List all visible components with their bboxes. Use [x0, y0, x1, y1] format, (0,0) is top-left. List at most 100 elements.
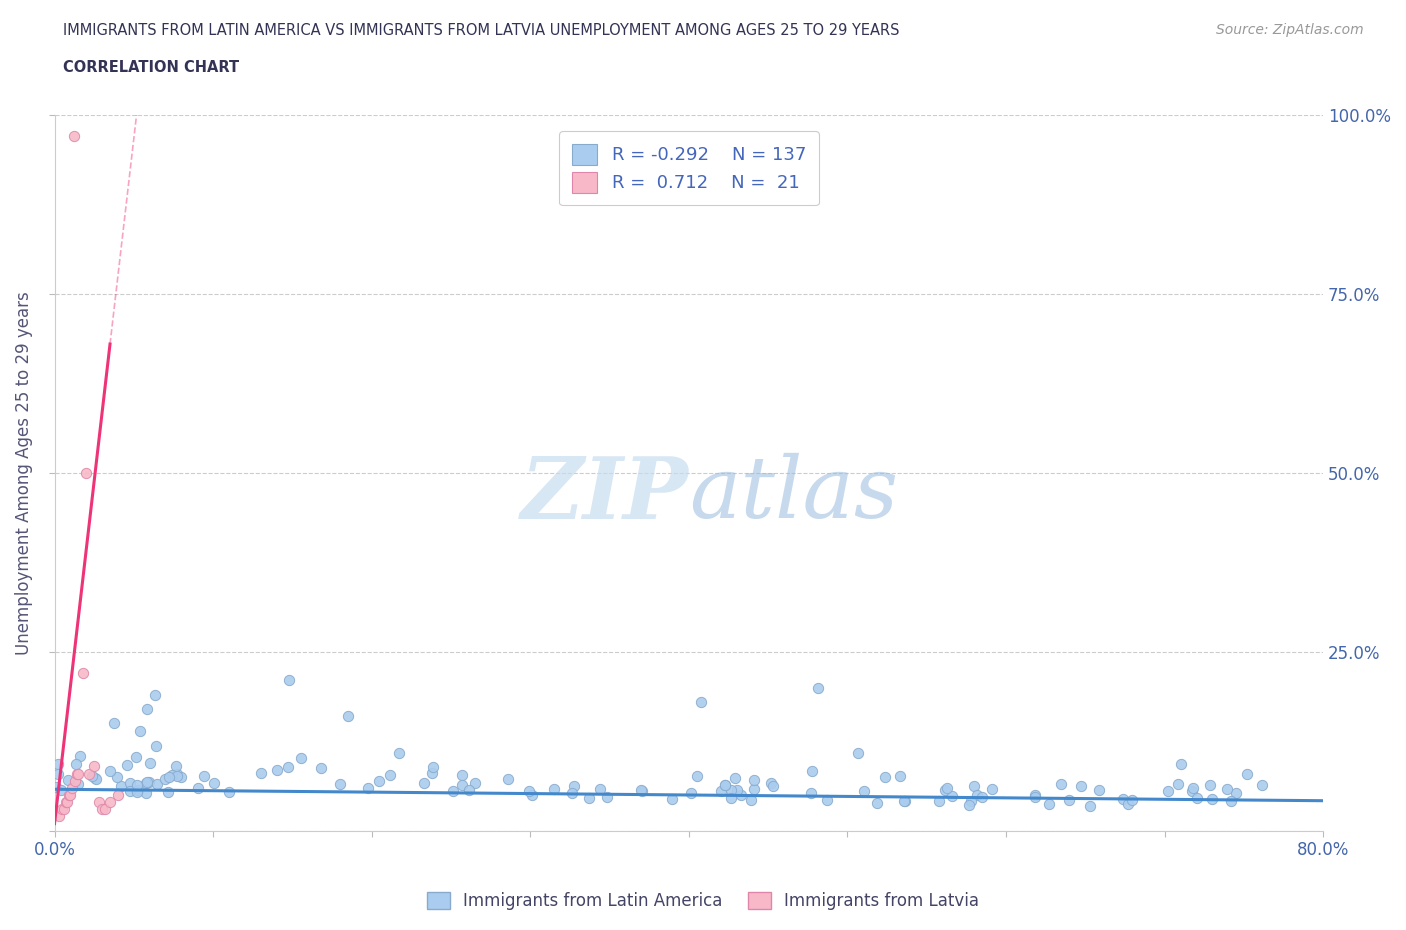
Point [1167, 777, 1189, 791]
Point [94, 802, 117, 817]
Point [959, 794, 981, 809]
Point [66, 766, 89, 781]
Point [250, 765, 273, 780]
Point [724, 771, 747, 786]
Point [762, 778, 785, 793]
Point [1181, 783, 1204, 798]
Point [413, 776, 436, 790]
Point [866, 796, 889, 811]
Point [1225, 786, 1247, 801]
Point [894, 793, 917, 808]
Point [368, 774, 391, 789]
Point [420, 765, 443, 780]
Point [740, 792, 762, 807]
Point [60, 780, 83, 795]
Point [146, 777, 169, 791]
Point [120, 784, 142, 799]
Point [1050, 777, 1073, 791]
Point [153, 772, 176, 787]
Point [136, 774, 159, 789]
Text: CORRELATION CHART: CORRELATION CHART [63, 60, 239, 75]
Point [65, 757, 87, 772]
Point [631, 783, 654, 798]
Point [450, 767, 472, 782]
Point [720, 790, 742, 805]
Point [51, 802, 73, 817]
Point [218, 785, 240, 800]
Legend: Immigrants from Latin America, Immigrants from Latvia: Immigrants from Latin America, Immigrant… [420, 885, 986, 917]
Point [138, 755, 160, 770]
Point [815, 793, 838, 808]
Point [1024, 788, 1046, 803]
Point [378, 767, 401, 782]
Point [290, 751, 312, 765]
Point [596, 790, 619, 804]
Point [127, 782, 149, 797]
Point [630, 783, 652, 798]
Point [166, 758, 188, 773]
Point [1078, 798, 1101, 813]
Point [48, 809, 70, 824]
Point [1181, 781, 1204, 796]
Point [63, 773, 86, 788]
Point [1201, 791, 1223, 806]
Point [966, 788, 988, 803]
Point [98, 764, 121, 778]
Point [800, 786, 823, 801]
Point [46, 757, 69, 772]
Legend: R = -0.292    N = 137, R =  0.712    N =  21: R = -0.292 N = 137, R = 0.712 N = 21 [560, 131, 818, 206]
Point [681, 786, 703, 801]
Point [1024, 790, 1046, 804]
Point [714, 777, 737, 792]
Point [166, 768, 188, 783]
Point [127, 777, 149, 792]
Point [145, 738, 167, 753]
Point [846, 745, 869, 760]
Point [422, 760, 444, 775]
Point [1215, 781, 1237, 796]
Point [45, 779, 67, 794]
Point [1250, 777, 1272, 792]
Point [187, 780, 209, 795]
Point [661, 791, 683, 806]
Point [278, 673, 301, 688]
Point [75, 465, 97, 480]
Point [441, 784, 464, 799]
Point [807, 680, 830, 695]
Point [56, 772, 79, 787]
Point [69, 749, 91, 764]
Point [72, 666, 94, 681]
Point [1170, 756, 1192, 771]
Point [58, 788, 80, 803]
Point [714, 777, 737, 792]
Text: ZIP: ZIP [522, 453, 689, 536]
Point [1121, 793, 1143, 808]
Point [127, 784, 149, 799]
Point [162, 767, 184, 782]
Text: Source: ZipAtlas.com: Source: ZipAtlas.com [1216, 23, 1364, 37]
Point [53, 802, 76, 817]
Point [970, 790, 993, 804]
Point [120, 776, 142, 790]
Point [67, 766, 90, 781]
Point [266, 763, 288, 777]
Point [710, 783, 733, 798]
Point [1057, 792, 1080, 807]
Point [562, 778, 585, 793]
Point [169, 770, 191, 785]
Point [543, 781, 565, 796]
Point [517, 783, 540, 798]
Point [686, 769, 709, 784]
Point [125, 750, 148, 764]
Point [742, 781, 765, 796]
Point [115, 758, 138, 773]
Point [98, 795, 121, 810]
Point [46, 766, 69, 781]
Point [59, 788, 82, 803]
Point [853, 783, 876, 798]
Point [138, 775, 160, 790]
Point [1156, 783, 1178, 798]
Point [107, 788, 129, 803]
Text: IMMIGRANTS FROM LATIN AMERICA VS IMMIGRANTS FROM LATVIA UNEMPLOYMENT AMONG AGES : IMMIGRANTS FROM LATIN AMERICA VS IMMIGRA… [63, 23, 900, 38]
Point [55, 795, 77, 810]
